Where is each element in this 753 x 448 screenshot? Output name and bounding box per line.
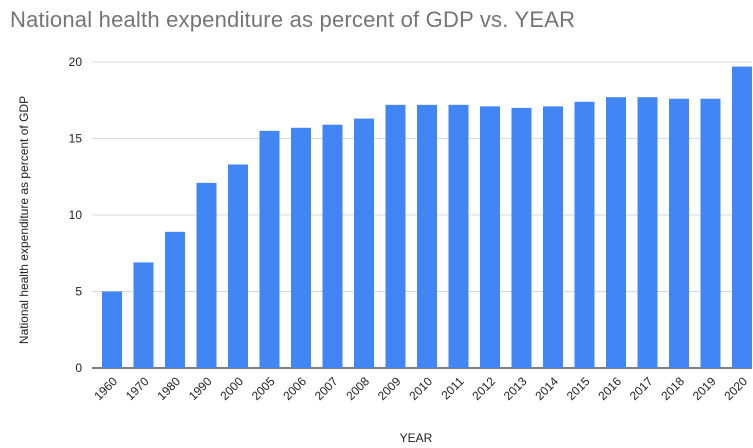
x-tick-label: 1980 <box>154 374 183 403</box>
bar <box>102 291 122 368</box>
bar <box>574 101 595 368</box>
bar <box>700 98 721 368</box>
x-tick-label: 2000 <box>217 374 246 403</box>
bar <box>354 118 374 368</box>
x-tick-label: 2015 <box>564 374 593 403</box>
bar <box>385 104 406 368</box>
x-tick-label: 2010 <box>406 374 435 403</box>
x-tick-label: 1960 <box>91 374 120 403</box>
x-tick-label: 2020 <box>721 374 750 403</box>
bar <box>196 182 217 368</box>
bar <box>133 262 154 368</box>
y-axis-ticks: 0 5 10 15 20 <box>69 55 83 375</box>
bar <box>228 164 248 368</box>
bar <box>259 130 280 368</box>
bar <box>669 98 689 368</box>
bars <box>102 66 752 369</box>
y-tick-label: 10 <box>69 208 83 222</box>
bar <box>165 231 185 368</box>
x-tick-label: 2017 <box>627 374 656 403</box>
y-axis-title: National health expenditure as percent o… <box>17 96 31 344</box>
bar <box>417 104 437 368</box>
x-tick-label: 2006 <box>280 374 309 403</box>
x-tick-label: 2005 <box>249 374 278 403</box>
y-tick-label: 5 <box>75 285 82 299</box>
bar <box>637 97 658 368</box>
x-tick-label: 2019 <box>690 374 719 403</box>
y-tick-label: 15 <box>69 132 83 146</box>
y-tick-label: 0 <box>75 361 82 375</box>
x-tick-label: 2011 <box>438 374 466 402</box>
bar <box>291 127 311 368</box>
x-tick-label: 2018 <box>658 374 687 403</box>
x-tick-label: 2014 <box>532 374 561 403</box>
x-tick-label: 2007 <box>312 374 341 403</box>
chart-title: National health expenditure as percent o… <box>10 7 576 32</box>
x-tick-label: 2013 <box>501 374 530 403</box>
bar <box>511 107 532 369</box>
bar <box>480 106 500 369</box>
y-tick-label: 20 <box>69 55 83 69</box>
x-tick-label: 2016 <box>595 374 624 403</box>
x-axis-title: YEAR <box>400 431 433 445</box>
x-tick-label: 1970 <box>123 374 152 403</box>
bar <box>606 97 626 368</box>
bar <box>543 106 563 369</box>
bar <box>448 104 469 368</box>
x-tick-label: 1990 <box>186 374 215 403</box>
bar <box>322 124 343 368</box>
bar <box>732 66 752 368</box>
x-axis-ticks: 1960 1970 1980 1990 2000 2005 2006 2007 2008 2009… <box>91 374 750 403</box>
x-tick-label: 2008 <box>343 374 372 403</box>
x-tick-label: 2012 <box>469 374 498 403</box>
x-tick-label: 2009 <box>375 374 404 403</box>
